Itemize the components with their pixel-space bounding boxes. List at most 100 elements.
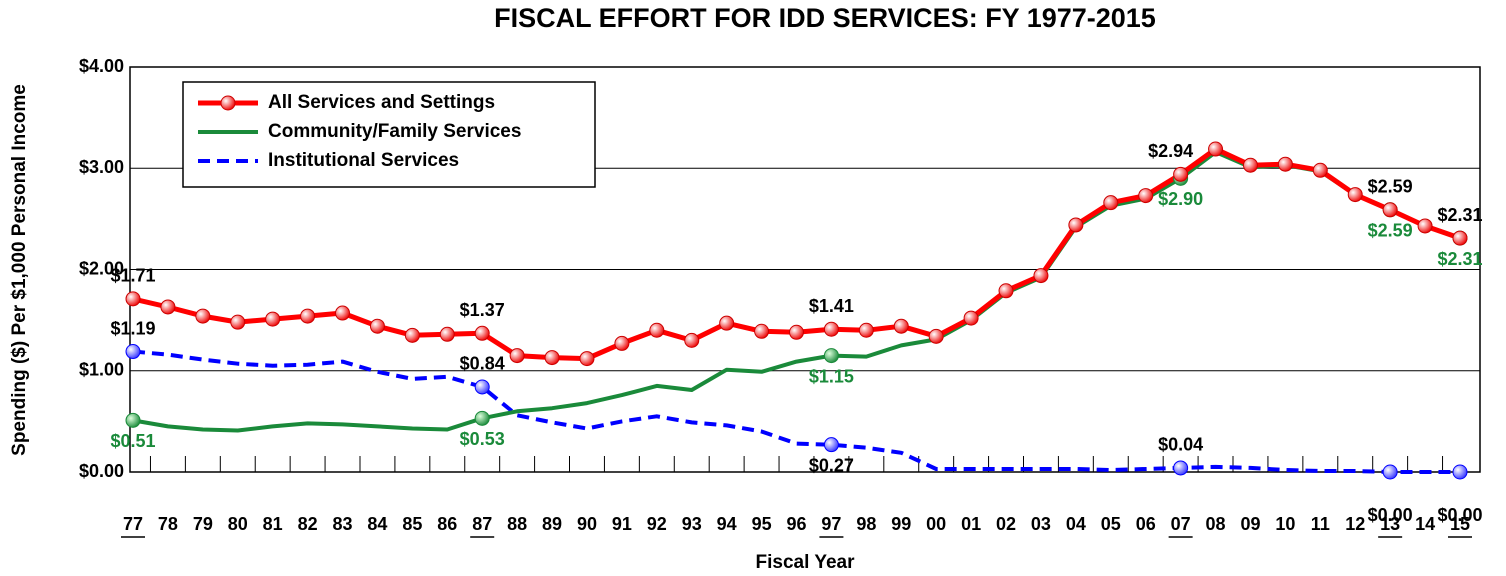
- x-tick-label: 91: [612, 514, 632, 534]
- x-tick-label: 06: [1136, 514, 1156, 534]
- marker: [1277, 156, 1293, 172]
- data-label: $1.15: [809, 366, 854, 386]
- x-tick-label: 79: [193, 514, 213, 534]
- y-tick-label: $0.00: [79, 461, 124, 481]
- marker: [404, 327, 420, 343]
- marker: [684, 332, 700, 348]
- y-tick-label: $3.00: [79, 157, 124, 177]
- x-tick-label: 80: [228, 514, 248, 534]
- y-tick-label: $4.00: [79, 56, 124, 76]
- marker: [230, 314, 246, 330]
- data-label: $2.59: [1368, 221, 1413, 241]
- data-label: $2.31: [1437, 249, 1482, 269]
- chart-title: FISCAL EFFORT FOR IDD SERVICES: FY 1977-…: [494, 3, 1156, 33]
- marker: [823, 321, 839, 337]
- x-tick-label: 95: [752, 514, 772, 534]
- x-tick-label: 78: [158, 514, 178, 534]
- legend-label: Community/Family Services: [268, 121, 521, 142]
- marker: [1173, 460, 1189, 476]
- marker: [1068, 217, 1084, 233]
- marker: [1347, 187, 1363, 203]
- marker: [125, 344, 141, 360]
- data-label: $2.59: [1368, 177, 1413, 197]
- data-label: $2.94: [1148, 141, 1193, 161]
- marker: [369, 318, 385, 334]
- x-tick-label: 97: [821, 514, 841, 534]
- x-tick-label: 14: [1415, 514, 1435, 534]
- x-tick-label: 82: [298, 514, 318, 534]
- x-tick-label: 00: [926, 514, 946, 534]
- x-tick-label: 92: [647, 514, 667, 534]
- x-tick-label: 15: [1450, 514, 1470, 534]
- marker: [335, 305, 351, 321]
- x-tick-label: 05: [1101, 514, 1121, 534]
- x-tick-label: 98: [856, 514, 876, 534]
- marker: [823, 437, 839, 453]
- x-tick-label: 07: [1171, 514, 1191, 534]
- marker: [300, 308, 316, 324]
- marker: [1173, 166, 1189, 182]
- y-tick-label: $1.00: [79, 360, 124, 380]
- x-tick-label: 11: [1311, 514, 1330, 534]
- marker: [858, 322, 874, 338]
- marker: [1417, 218, 1433, 234]
- data-label: $0.04: [1158, 435, 1203, 455]
- marker: [509, 348, 525, 364]
- marker: [474, 410, 490, 426]
- marker: [1382, 202, 1398, 218]
- data-label: $1.41: [809, 296, 854, 316]
- x-tick-label: 93: [682, 514, 702, 534]
- marker: [544, 350, 560, 366]
- x-tick-label: 12: [1345, 514, 1365, 534]
- marker: [928, 328, 944, 344]
- marker: [1452, 230, 1468, 246]
- data-label: $1.19: [110, 318, 155, 338]
- data-label: $0.00: [1368, 505, 1413, 525]
- marker: [649, 322, 665, 338]
- marker: [614, 335, 630, 351]
- marker: [125, 291, 141, 307]
- legend-label: Institutional Services: [268, 150, 459, 171]
- x-axis-label: Fiscal Year: [756, 552, 856, 573]
- x-tick-label: 03: [1031, 514, 1051, 534]
- marker: [1242, 157, 1258, 173]
- x-tick-label: 10: [1275, 514, 1295, 534]
- marker: [125, 412, 141, 428]
- marker: [963, 310, 979, 326]
- data-label: $1.37: [460, 300, 505, 320]
- marker: [579, 351, 595, 367]
- marker: [754, 323, 770, 339]
- x-tick-label: 09: [1240, 514, 1260, 534]
- data-label: $0.84: [460, 354, 505, 374]
- data-label: $2.31: [1437, 205, 1482, 225]
- x-tick-label: 99: [891, 514, 911, 534]
- x-tick-label: 90: [577, 514, 597, 534]
- x-tick-label: 94: [717, 514, 737, 534]
- marker: [1138, 188, 1154, 204]
- marker: [823, 348, 839, 364]
- marker: [474, 379, 490, 395]
- marker: [998, 283, 1014, 299]
- y-tick-label: $2.00: [79, 258, 124, 278]
- marker: [1208, 141, 1224, 157]
- marker: [474, 325, 490, 341]
- x-tick-label: 01: [961, 514, 981, 534]
- data-label: $2.90: [1158, 189, 1203, 209]
- y-axis-label: Spending ($) Per $1,000 Personal Income: [9, 84, 30, 456]
- x-tick-label: 88: [507, 514, 527, 534]
- series-line: [132, 349, 1460, 474]
- x-tick-label: 87: [472, 514, 492, 534]
- marker: [439, 326, 455, 342]
- data-label: $1.71: [110, 266, 155, 286]
- x-tick-label: 84: [367, 514, 387, 534]
- marker: [195, 308, 211, 324]
- legend-box: [182, 81, 596, 188]
- marker: [1452, 464, 1468, 480]
- marker: [265, 311, 281, 327]
- x-tick-label: 08: [1206, 514, 1226, 534]
- x-tick-label: 86: [437, 514, 457, 534]
- marker: [1033, 268, 1049, 284]
- marker: [789, 324, 804, 340]
- data-label: $0.27: [809, 455, 854, 475]
